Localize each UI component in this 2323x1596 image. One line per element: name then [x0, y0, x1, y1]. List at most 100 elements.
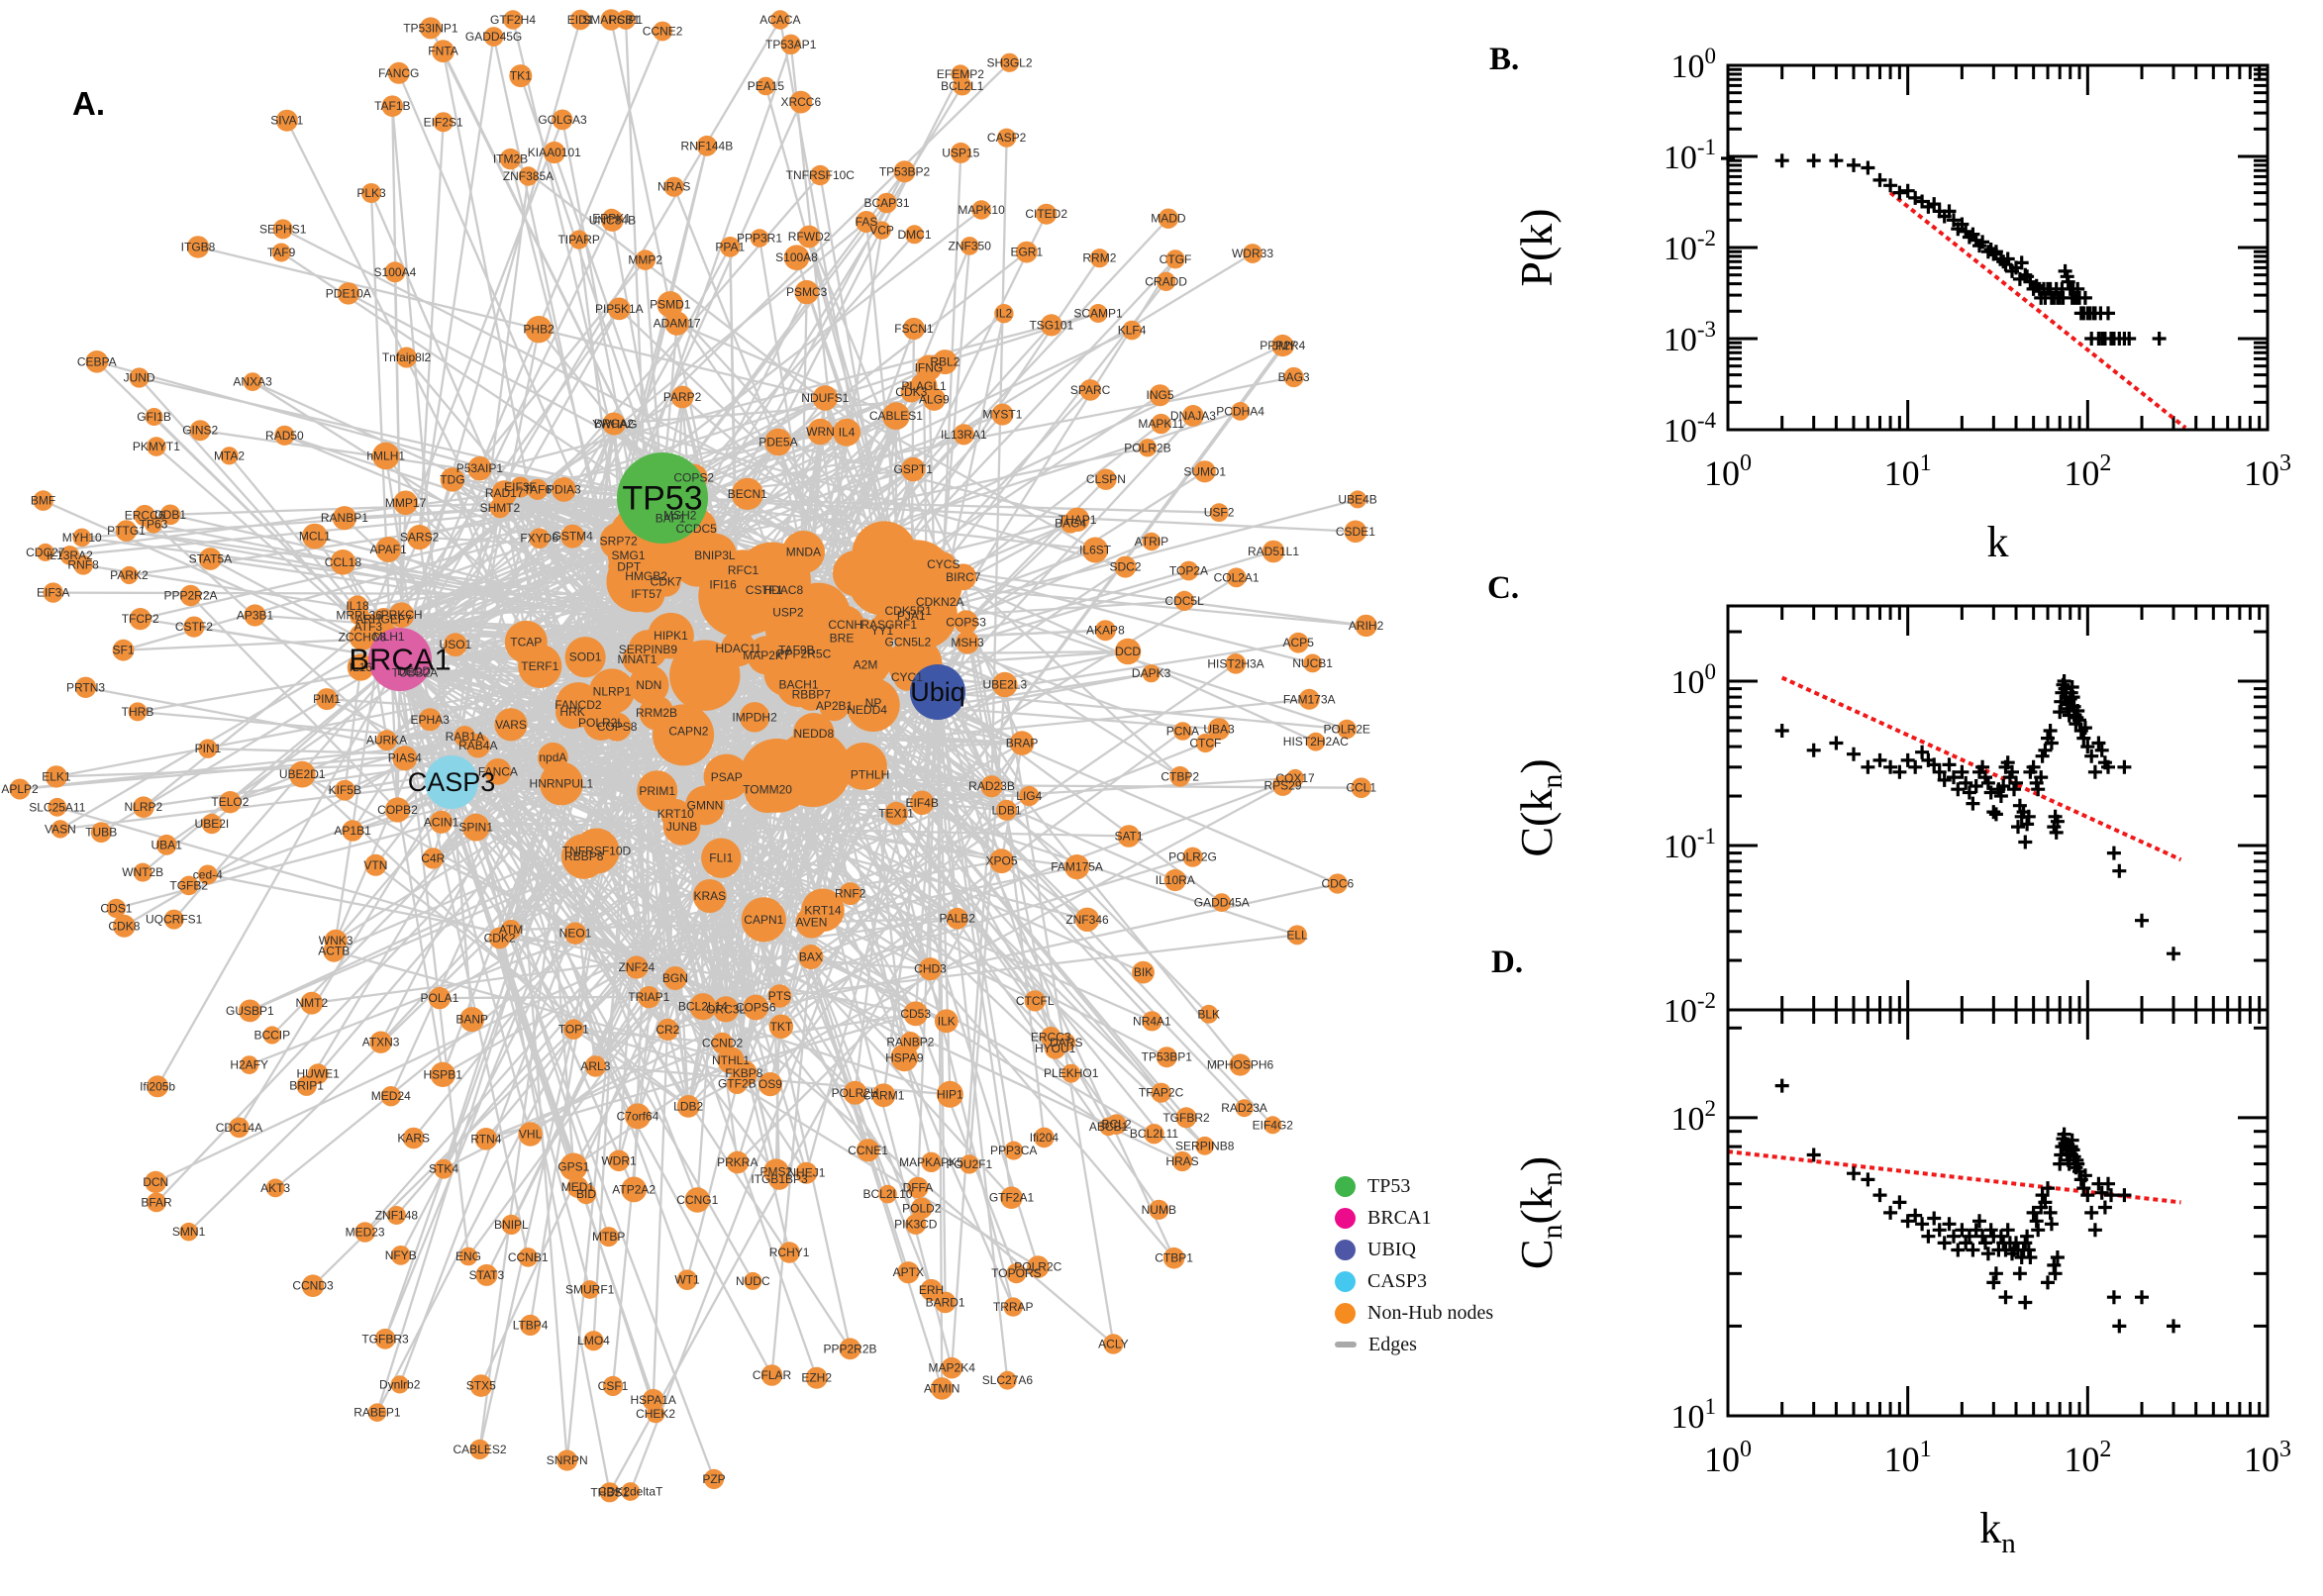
network-node[interactable]	[489, 497, 511, 519]
network-node[interactable]	[992, 671, 1018, 698]
network-node[interactable]	[1287, 632, 1309, 653]
network-node[interactable]	[474, 1128, 498, 1150]
network-node[interactable]	[1079, 379, 1101, 401]
network-node[interactable]	[106, 898, 127, 919]
network-node[interactable]	[662, 966, 687, 990]
network-node[interactable]	[1003, 1297, 1023, 1317]
network-node[interactable]	[1226, 567, 1247, 588]
network-node[interactable]	[375, 537, 401, 562]
network-node[interactable]	[469, 1439, 490, 1459]
network-node[interactable]	[1006, 1263, 1027, 1284]
network-node[interactable]	[459, 1007, 485, 1033]
network-node[interactable]	[1193, 460, 1216, 483]
network-node[interactable]	[483, 27, 504, 47]
network-node[interactable]	[1024, 990, 1046, 1012]
network-node[interactable]	[36, 543, 54, 561]
network-node[interactable]	[334, 779, 355, 801]
network-node[interactable]	[946, 907, 968, 930]
network-node[interactable]	[347, 653, 374, 681]
network-node[interactable]	[783, 245, 810, 270]
network-node[interactable]	[760, 1364, 783, 1386]
network-node[interactable]	[159, 504, 181, 526]
network-node[interactable]	[857, 760, 883, 788]
network-node[interactable]	[882, 402, 910, 431]
network-node[interactable]	[999, 52, 1020, 72]
network-node[interactable]	[112, 639, 135, 661]
network-node[interactable]	[569, 230, 589, 249]
network-node[interactable]	[1151, 1082, 1171, 1103]
network-node[interactable]	[573, 828, 620, 874]
network-node[interactable]	[589, 668, 635, 715]
network-node[interactable]	[757, 76, 775, 96]
network-node[interactable]	[848, 546, 918, 616]
network-node[interactable]	[396, 347, 417, 368]
network-node[interactable]	[147, 437, 166, 456]
network-node[interactable]	[871, 1083, 896, 1108]
network-node[interactable]	[1344, 520, 1367, 544]
network-node[interactable]	[872, 609, 905, 641]
network-node[interactable]	[960, 237, 979, 255]
network-node[interactable]	[905, 225, 924, 245]
network-node[interactable]	[607, 297, 631, 321]
network-node[interactable]	[243, 372, 262, 391]
network-node[interactable]	[743, 994, 769, 1021]
network-node[interactable]	[1000, 1186, 1023, 1209]
network-node[interactable]	[59, 546, 80, 565]
network-node[interactable]	[941, 1356, 962, 1379]
network-node[interactable]	[684, 1187, 710, 1213]
network-node[interactable]	[419, 17, 442, 40]
network-node[interactable]	[1144, 1124, 1164, 1145]
network-node[interactable]	[635, 249, 656, 270]
network-node[interactable]	[899, 604, 924, 629]
network-node[interactable]	[1283, 366, 1304, 388]
network-node[interactable]	[895, 630, 921, 654]
network-node[interactable]	[812, 385, 839, 411]
network-node[interactable]	[1263, 1116, 1282, 1135]
network-node[interactable]	[653, 21, 672, 42]
network-node[interactable]	[726, 1150, 750, 1174]
network-node[interactable]	[178, 875, 199, 896]
network-node[interactable]	[996, 799, 1017, 821]
network-node[interactable]	[288, 760, 316, 788]
network-node[interactable]	[1195, 1136, 1215, 1155]
network-node[interactable]	[584, 1055, 607, 1077]
network-node[interactable]	[73, 554, 93, 575]
network-node[interactable]	[274, 425, 295, 446]
network-node[interactable]	[1122, 320, 1142, 341]
network-node[interactable]	[461, 813, 490, 842]
network-node[interactable]	[839, 882, 862, 906]
network-node[interactable]	[501, 1214, 522, 1235]
network-node[interactable]	[307, 1063, 329, 1085]
network-node[interactable]	[559, 1152, 588, 1181]
network-node[interactable]	[1074, 907, 1100, 932]
network-node[interactable]	[638, 986, 660, 1009]
network-node[interactable]	[744, 766, 791, 813]
network-node[interactable]	[183, 616, 205, 638]
network-node[interactable]	[9, 778, 31, 800]
network-node[interactable]	[275, 109, 298, 132]
network-node[interactable]	[1149, 1199, 1169, 1220]
network-node[interactable]	[1138, 439, 1158, 457]
network-node[interactable]	[770, 10, 790, 30]
network-node[interactable]	[950, 563, 977, 591]
network-node[interactable]	[1349, 490, 1367, 509]
network-node[interactable]	[903, 1001, 929, 1027]
network-node[interactable]	[713, 996, 740, 1023]
network-node[interactable]	[739, 702, 770, 733]
network-node[interactable]	[444, 633, 467, 657]
network-node[interactable]	[731, 477, 763, 510]
network-node[interactable]	[129, 608, 152, 631]
network-node[interactable]	[915, 354, 943, 381]
network-node[interactable]	[1287, 925, 1307, 946]
network-node[interactable]	[1163, 868, 1186, 892]
network-node[interactable]	[765, 590, 811, 635]
network-node[interactable]	[556, 1449, 578, 1471]
network-node[interactable]	[1027, 1255, 1050, 1278]
network-node[interactable]	[432, 40, 454, 63]
network-node[interactable]	[433, 112, 454, 133]
network-node[interactable]	[1209, 503, 1229, 523]
network-node[interactable]	[876, 192, 897, 214]
network-node[interactable]	[1132, 960, 1155, 984]
network-node[interactable]	[953, 424, 974, 446]
network-node[interactable]	[186, 236, 210, 258]
